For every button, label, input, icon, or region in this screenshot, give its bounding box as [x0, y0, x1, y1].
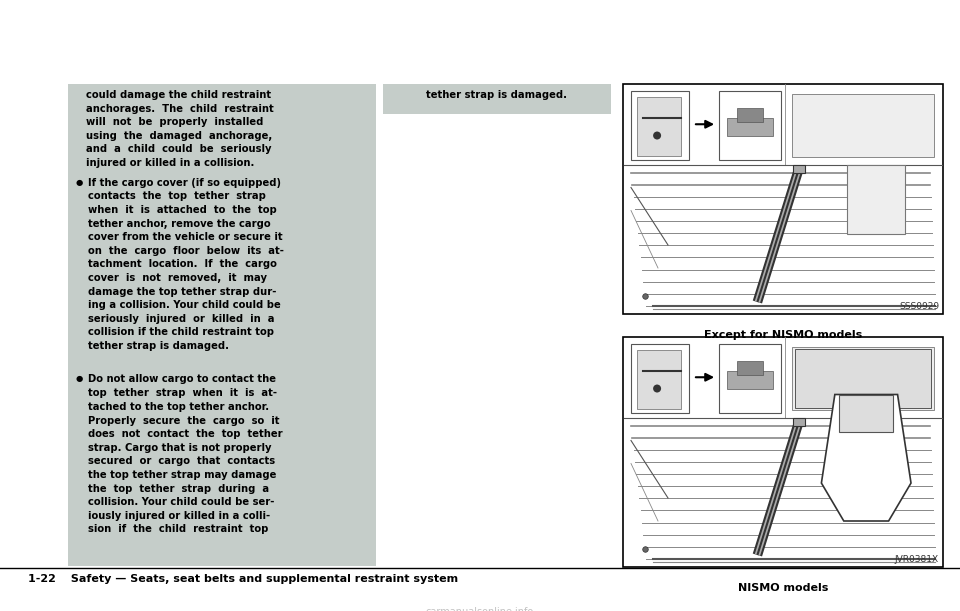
Bar: [68, 84, 376, 566]
Bar: [637, 350, 681, 409]
Circle shape: [653, 384, 661, 392]
Polygon shape: [822, 395, 911, 521]
Bar: [847, 164, 904, 233]
Bar: [737, 108, 763, 122]
Bar: [839, 395, 893, 433]
Text: Do not allow cargo to contact the: Do not allow cargo to contact the: [88, 375, 276, 384]
Bar: [637, 97, 681, 156]
Text: SSS0929: SSS0929: [899, 302, 939, 311]
Circle shape: [653, 131, 661, 139]
Text: ●: ●: [76, 178, 84, 186]
Bar: [631, 344, 689, 412]
Bar: [383, 84, 611, 114]
Bar: [793, 417, 805, 425]
Text: top  tether  strap  when  it  is  at-
tached to the top tether anchor.
Properly : top tether strap when it is at- tached t…: [88, 389, 282, 535]
Text: 1-22  Safety — Seats, seat belts and supplemental restraint system: 1-22 Safety — Seats, seat belts and supp…: [28, 574, 458, 584]
Text: If the cargo cover (if so equipped): If the cargo cover (if so equipped): [88, 178, 281, 188]
Text: ●: ●: [76, 375, 84, 383]
Text: Except for NISMO models: Except for NISMO models: [704, 330, 862, 340]
Text: tether strap is damaged.: tether strap is damaged.: [426, 90, 567, 100]
Text: JVR0381X: JVR0381X: [895, 555, 939, 564]
Bar: [727, 119, 773, 136]
Bar: [795, 349, 931, 408]
Bar: [792, 94, 934, 156]
Bar: [727, 371, 773, 389]
Bar: [623, 84, 943, 314]
Bar: [793, 164, 805, 172]
Text: contacts  the  top  tether  strap
when  it  is  attached  to  the  top
tether an: contacts the top tether strap when it is…: [88, 191, 284, 351]
Bar: [737, 361, 763, 375]
Bar: [623, 337, 943, 567]
Text: could damage the child restraint
anchorages.  The  child  restraint
will  not  b: could damage the child restraint anchora…: [86, 90, 274, 168]
Text: carmanualsonline.info: carmanualsonline.info: [426, 607, 534, 611]
Text: NISMO models: NISMO models: [738, 583, 828, 593]
Bar: [719, 344, 781, 412]
Bar: [792, 347, 934, 409]
Bar: [631, 91, 689, 159]
Bar: [719, 91, 781, 159]
